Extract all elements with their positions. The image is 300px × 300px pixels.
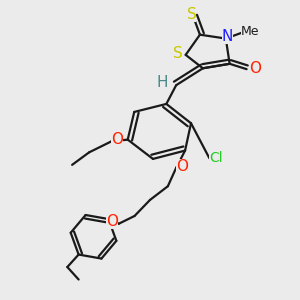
Text: H: H bbox=[156, 75, 168, 90]
Text: O: O bbox=[249, 61, 261, 76]
Text: S: S bbox=[187, 7, 196, 22]
Text: N: N bbox=[222, 29, 233, 44]
Text: Cl: Cl bbox=[209, 151, 223, 165]
Text: O: O bbox=[176, 158, 188, 173]
Text: S: S bbox=[173, 46, 183, 61]
Text: O: O bbox=[106, 214, 118, 229]
Text: Me: Me bbox=[241, 25, 260, 38]
Text: O: O bbox=[111, 132, 123, 147]
